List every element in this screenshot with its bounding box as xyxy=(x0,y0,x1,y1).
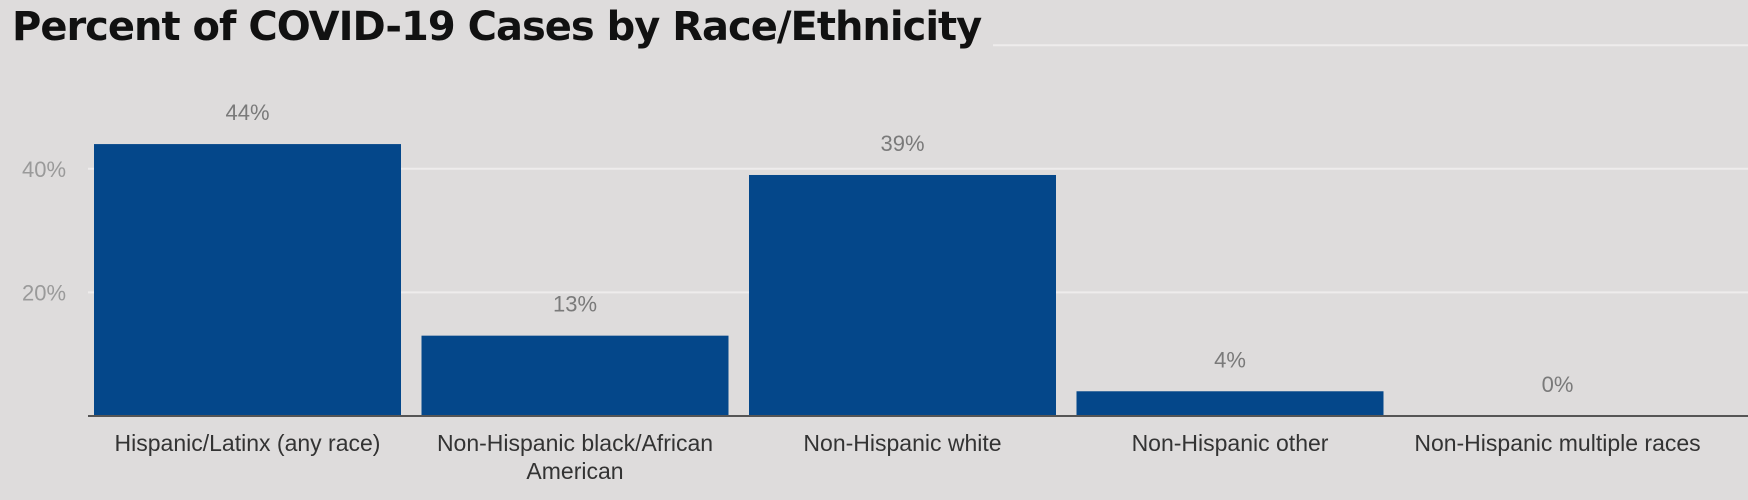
bar-value-label: 0% xyxy=(1542,372,1574,397)
x-category-label: Hispanic/Latinx (any race) xyxy=(115,430,381,456)
bar xyxy=(1076,391,1384,416)
x-category-label: Non-Hispanic other xyxy=(1132,430,1329,456)
bar xyxy=(421,335,729,416)
bars xyxy=(94,144,1384,416)
chart-title: Percent of COVID-19 Cases by Race/Ethnic… xyxy=(12,4,994,50)
y-tick-label: 20% xyxy=(22,280,66,305)
y-axis-ticks: 20% 40% xyxy=(22,157,66,306)
bar-value-label: 39% xyxy=(880,131,924,156)
bar xyxy=(749,174,1056,416)
x-category-label: American xyxy=(526,458,623,484)
x-category-label: Non-Hispanic black/African xyxy=(437,430,713,456)
bar-value-label: 4% xyxy=(1214,347,1246,372)
x-axis-category-labels: Hispanic/Latinx (any race) Non-Hispanic b… xyxy=(115,430,1701,484)
x-category-label: Non-Hispanic white xyxy=(803,430,1001,456)
bar xyxy=(94,144,401,416)
x-category-label: Non-Hispanic multiple races xyxy=(1414,430,1700,456)
bar-value-label: 44% xyxy=(225,100,269,125)
bar-value-label: 13% xyxy=(553,292,597,317)
y-tick-label: 40% xyxy=(22,157,66,182)
data-labels: 44% 13% 39% 4% 0% xyxy=(225,100,1573,397)
